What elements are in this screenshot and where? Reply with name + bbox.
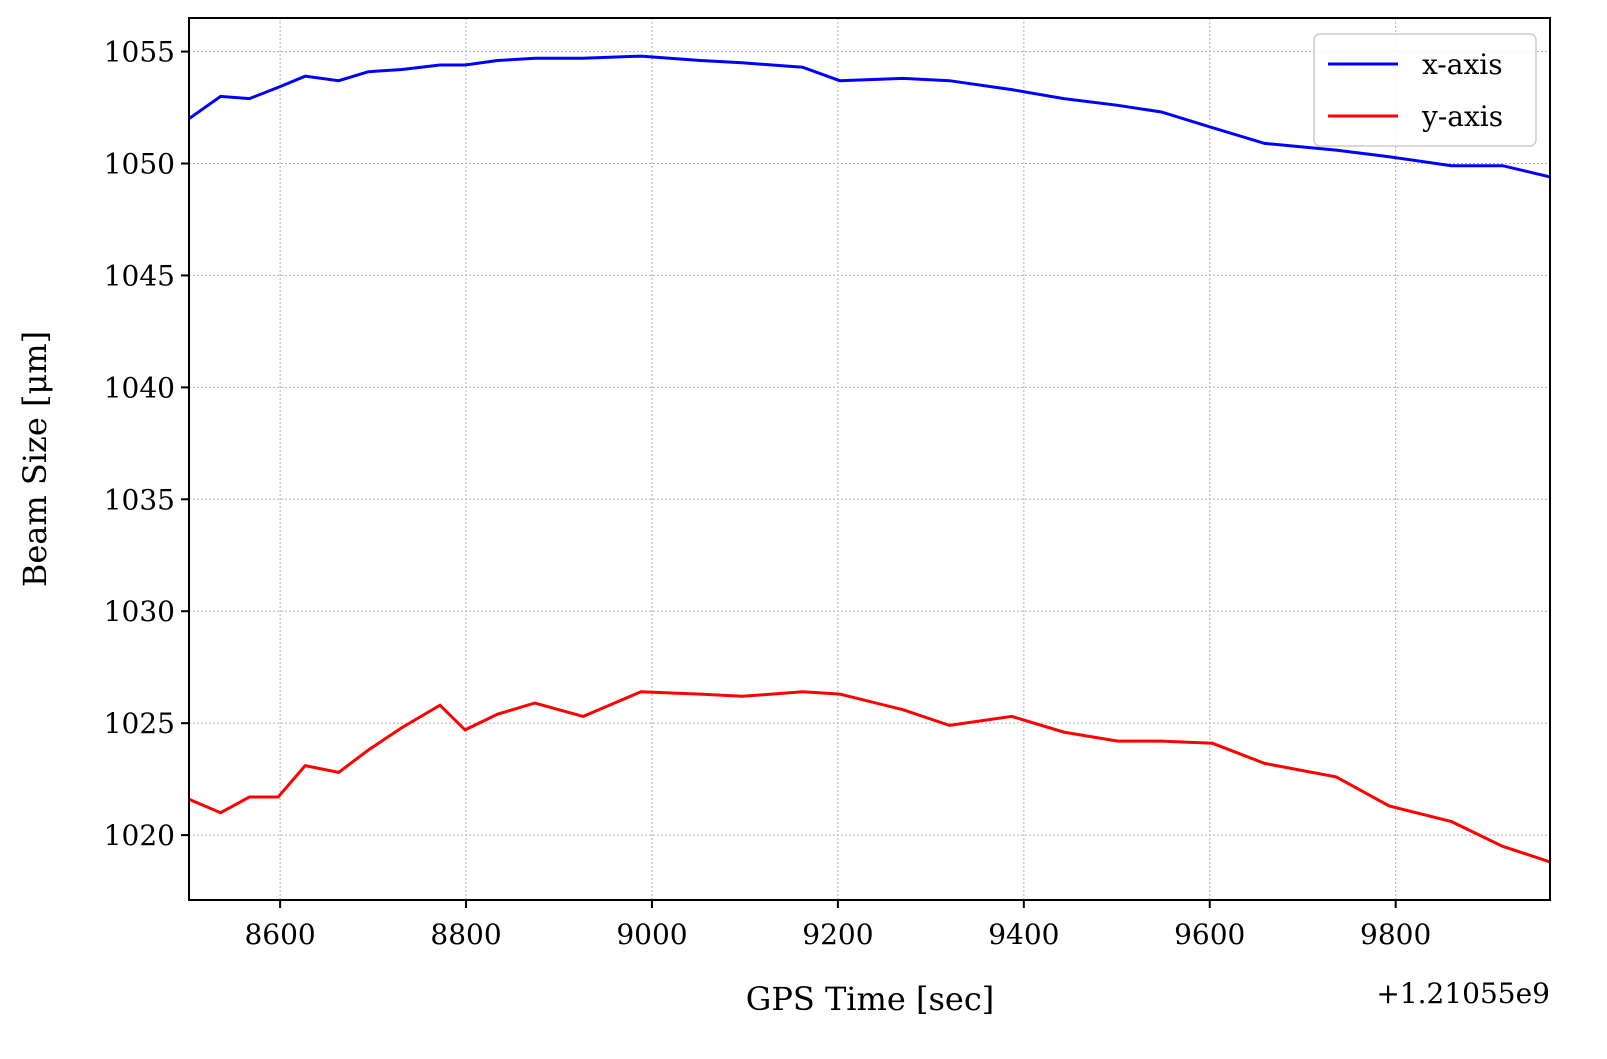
y-tick-label: 1040 <box>104 371 175 404</box>
legend-label: x-axis <box>1422 48 1503 81</box>
data-line <box>189 690 1550 864</box>
x-tick-label: 9400 <box>988 918 1059 951</box>
y-tick-label: 1025 <box>104 707 175 740</box>
x-tick-label: 8600 <box>244 918 315 951</box>
y-tick-label: 1035 <box>104 483 175 516</box>
y-tick-label: 1055 <box>104 36 175 69</box>
y-axis-label: Beam Size [μm] <box>16 331 54 587</box>
y-tick-label: 1045 <box>104 259 175 292</box>
data-line <box>189 54 1550 179</box>
legend-label: y-axis <box>1421 100 1503 133</box>
x-axis-label: GPS Time [sec] <box>746 980 994 1018</box>
x-tick-label: 9600 <box>1174 918 1245 951</box>
x-tick-label: 8800 <box>430 918 501 951</box>
legend-box <box>1313 33 1537 147</box>
y-tick-label: 1030 <box>104 595 175 628</box>
x-tick-label: 9800 <box>1360 918 1431 951</box>
y-tick-label: 1020 <box>104 819 175 852</box>
plot-frame <box>188 17 1551 901</box>
y-tick-label: 1050 <box>104 148 175 181</box>
x-tick-label: 9000 <box>616 918 687 951</box>
x-tick-label: 9200 <box>802 918 873 951</box>
x-offset-label: +1.21055e9 <box>1376 977 1550 1010</box>
